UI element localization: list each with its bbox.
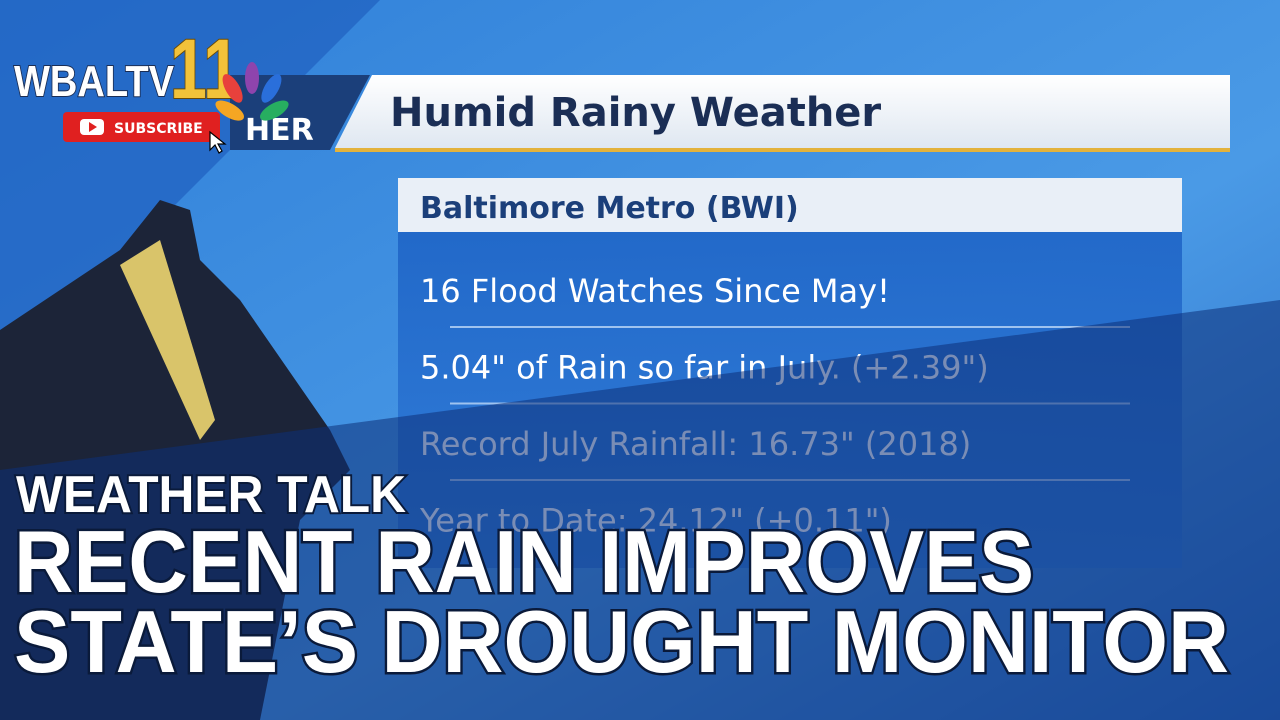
banner-title: Humid Rainy Weather [390,90,881,136]
panel-header [398,178,1182,232]
banner-tag-text: HER [245,113,314,148]
headline-line: STATE’S DROUGHT MONITOR [14,592,1229,691]
banner [335,75,1230,148]
banner-accent [335,148,1230,152]
headline-line: RECENT RAIN IMPROVES [14,512,1034,611]
cursor [209,130,227,154]
subscribe-text: SUBSCRIBE [114,121,203,137]
logo-station: WBALTV [14,57,175,106]
lower-band [0,300,1280,720]
subscribe-button[interactable] [63,112,220,142]
tie [120,240,215,440]
headline-kicker: WEATHER TALK [16,466,406,524]
panel-line: 16 Flood Watches Since May! [420,272,890,310]
peacock [215,62,289,121]
play-icon [89,122,97,132]
panel-header-text: Baltimore Metro (BWI) [420,191,799,226]
logo-channel: 11 [170,22,240,116]
